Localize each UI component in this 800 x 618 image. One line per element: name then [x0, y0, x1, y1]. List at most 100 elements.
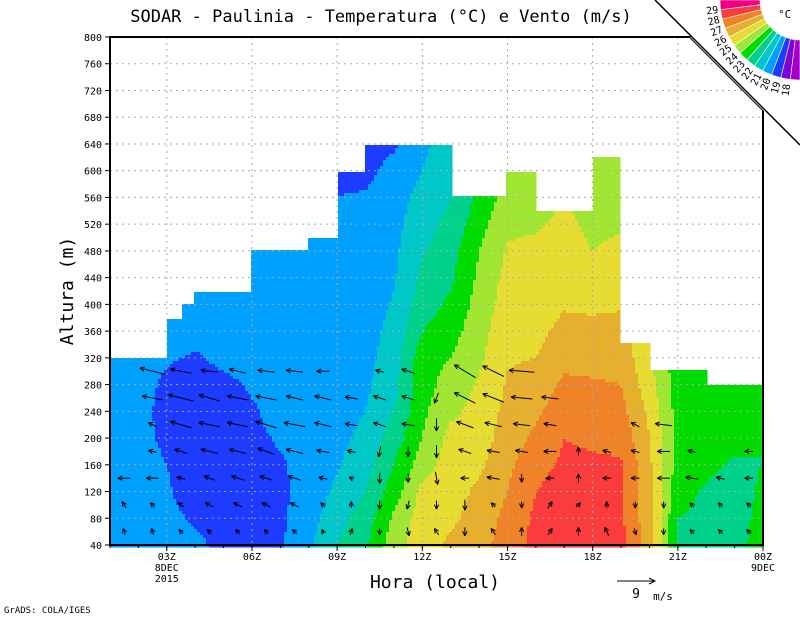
contour-band [524, 442, 564, 446]
wind-arrow-head [434, 399, 439, 404]
contour-band [548, 400, 627, 404]
contour-band [644, 406, 660, 410]
contour-band [488, 220, 549, 224]
wind-arrow-head [657, 477, 663, 481]
wind-arrow-head [207, 529, 213, 532]
contour-band [173, 487, 291, 491]
wind-arrow-head [321, 529, 327, 533]
legend-level-label: 20 [759, 77, 774, 92]
wind-arrow-head [287, 475, 293, 480]
chart-title: SODAR - Paulinia - Temperatura (°C) e Ve… [130, 7, 632, 27]
contour-band [515, 364, 636, 368]
contour-band [434, 232, 465, 236]
contour-band [392, 469, 411, 473]
contour-band [425, 163, 453, 167]
contour-band [371, 529, 390, 533]
contour-band [641, 394, 657, 398]
wind-arrow-head [632, 503, 636, 509]
contour-band [653, 541, 663, 545]
contour-band [479, 478, 510, 482]
contour-band [251, 271, 399, 275]
contour-band [365, 406, 396, 410]
contour-band [473, 484, 510, 488]
contour-band [407, 475, 429, 479]
x-tick-label: 18Z [584, 552, 602, 563]
contour-band [416, 355, 453, 359]
wind-arrow-head [178, 529, 184, 532]
contour-band [308, 244, 402, 248]
contour-band [173, 496, 291, 500]
contour-band [536, 493, 624, 497]
contour-band [347, 445, 381, 449]
contour-band [263, 424, 357, 428]
contour-band [593, 175, 621, 179]
contour-band [494, 535, 528, 539]
wind-arrow [348, 476, 355, 482]
contour-band [338, 202, 408, 206]
contour-band [410, 406, 429, 410]
contour-band [503, 505, 534, 509]
contour-band [290, 496, 327, 500]
contour-band [506, 241, 588, 245]
wind-arrow-shaft [198, 394, 221, 402]
contour-band [596, 451, 636, 455]
wind-arrow [512, 421, 531, 427]
wind-arrow [433, 528, 440, 536]
contour-band [506, 244, 591, 248]
contour-band [338, 190, 360, 194]
contour-band [653, 502, 663, 506]
wind-arrow-head [661, 530, 665, 536]
wind-arrow-head [351, 528, 354, 534]
contour-band [476, 271, 501, 275]
x-tick-label: 06Z [243, 552, 261, 563]
contour-band [287, 511, 324, 515]
wind-arrow-shaft [486, 449, 500, 453]
contour-band [110, 511, 183, 515]
contour-band [164, 370, 225, 374]
wind-arrow-shaft [490, 528, 496, 536]
contour-band [695, 499, 756, 503]
contour-band [389, 154, 429, 158]
contour-band [194, 298, 393, 302]
wind-arrow-head [200, 369, 206, 374]
wind-arrow-head [377, 504, 381, 510]
contour-band [635, 367, 651, 371]
contour-band [566, 439, 633, 443]
contour-band [287, 526, 318, 530]
contour-band [758, 472, 764, 476]
contour-band [485, 460, 516, 464]
contour-band [155, 424, 264, 428]
contour-band [752, 505, 764, 509]
wind-arrow [490, 528, 496, 536]
wind-arrow [433, 500, 440, 510]
contour-band [476, 268, 501, 272]
contour-band [671, 391, 764, 395]
contour-band [527, 538, 627, 542]
contour-band [317, 529, 345, 533]
contour-band [251, 253, 399, 257]
wind-arrow-head [406, 504, 411, 510]
wind-arrow [257, 368, 275, 374]
reference-value: 9 [632, 587, 640, 602]
wind-arrow [176, 475, 186, 481]
wind-arrow-head [376, 451, 380, 457]
wind-arrow-head [575, 527, 579, 533]
contour-band [404, 334, 423, 338]
contour-band [452, 529, 495, 533]
contour-band [257, 403, 369, 407]
contour-band [437, 313, 468, 317]
wind-arrow-head [508, 369, 514, 374]
wind-arrow-shaft [255, 395, 277, 401]
contour-band [257, 406, 366, 410]
contour-band [668, 523, 678, 527]
contour-band [662, 541, 669, 545]
wind-arrow-head [434, 528, 439, 532]
contour-band [758, 475, 764, 479]
contour-band [572, 211, 621, 215]
contour-band [206, 541, 285, 545]
wind-arrow [602, 475, 612, 481]
y-tick-label: 120 [84, 488, 102, 499]
contour-band [401, 361, 414, 365]
contour-band [152, 415, 261, 419]
wind-arrow [170, 367, 192, 374]
